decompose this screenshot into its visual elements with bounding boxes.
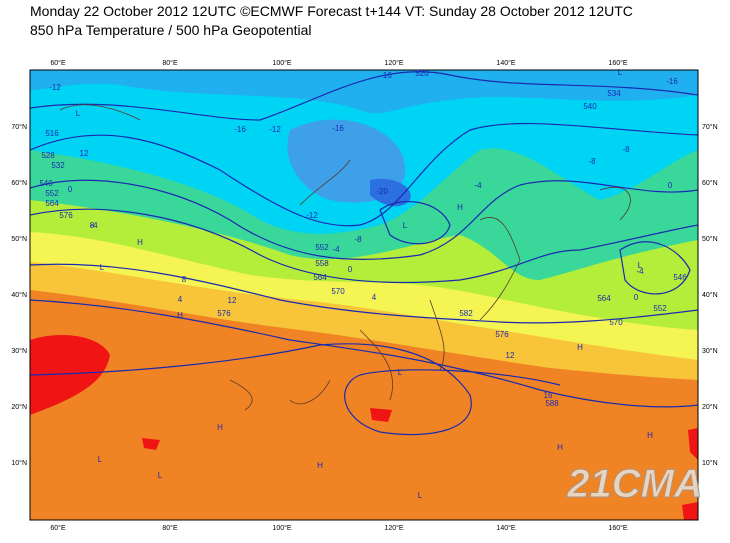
pressure-center: L xyxy=(403,221,408,230)
map-frame xyxy=(29,69,699,521)
contour-label: 0 xyxy=(68,185,73,194)
lat-label: 20°N xyxy=(11,403,27,411)
contour-label: 534 xyxy=(607,89,621,98)
contour-label: -4 xyxy=(636,267,644,276)
contour-label: 570 xyxy=(609,318,623,327)
lat-label: 60°N xyxy=(11,179,27,187)
lat-label: 50°N xyxy=(702,235,718,243)
lat-label: 10°N xyxy=(11,459,27,467)
contour-label: 558 xyxy=(315,259,329,268)
pressure-center: L xyxy=(398,368,403,377)
lat-label: 50°N xyxy=(11,235,27,243)
pressure-center: L xyxy=(418,491,423,500)
contour-label: -20 xyxy=(376,187,388,196)
pressure-center: H xyxy=(457,203,463,212)
contour-label: 4 xyxy=(178,295,183,304)
contour-label: 8 xyxy=(182,275,187,284)
contour-label: 576 xyxy=(495,330,509,339)
pressure-center: L xyxy=(638,261,643,270)
lon-label: 80°E xyxy=(162,59,178,67)
contour-label: -8 xyxy=(588,157,596,166)
contour-label: 0 xyxy=(634,293,639,302)
pressure-center: H xyxy=(317,461,323,470)
contour-label: -8 xyxy=(354,235,362,244)
contour-label: -16 xyxy=(666,77,678,86)
lat-label: 60°N xyxy=(702,179,718,187)
contour-label: 0 xyxy=(348,265,353,274)
pressure-center: H xyxy=(137,238,143,247)
lon-label: 140°E xyxy=(496,59,515,67)
contour-label: 532 xyxy=(51,161,65,170)
contour-label: 540 xyxy=(583,102,597,111)
lon-label: 60°E xyxy=(50,59,66,67)
contour-label: 528 xyxy=(41,151,55,160)
lat-label: 30°N xyxy=(11,347,27,355)
lat-label: 40°N xyxy=(11,291,27,299)
contour-label: 546 xyxy=(673,273,687,282)
contour-label: -4 xyxy=(474,181,482,190)
pressure-center: H xyxy=(217,423,223,432)
contour-label: 12 xyxy=(80,149,89,158)
contour-label: 564 xyxy=(597,294,611,303)
lat-label: 70°N xyxy=(11,123,27,131)
contour-label: 552 xyxy=(45,189,59,198)
contour-label: -16 xyxy=(380,71,392,80)
pressure-center: H xyxy=(647,431,653,440)
watermark: 21CMA xyxy=(566,462,703,506)
pressure-center: H xyxy=(557,443,563,452)
pressure-center: L xyxy=(100,263,105,272)
lat-label: 40°N xyxy=(702,291,718,299)
lon-label: 80°E xyxy=(162,524,178,532)
lon-label: 100°E xyxy=(272,59,291,67)
contour-label: 4 xyxy=(372,293,377,302)
subtitle: 850 hPa Temperature / 500 hPa Geopotenti… xyxy=(30,22,312,38)
lat-label: 30°N xyxy=(702,347,718,355)
lon-label: 140°E xyxy=(496,524,515,532)
contour-label: 12 xyxy=(228,296,237,305)
contour-label: -12 xyxy=(49,83,61,92)
contour-label: 12 xyxy=(506,351,515,360)
contour-label: 564 xyxy=(313,273,327,282)
pressure-center: L xyxy=(618,68,623,77)
pressure-center: L xyxy=(98,455,103,464)
contour-label: 576 xyxy=(59,211,73,220)
lat-label: 70°N xyxy=(702,123,718,131)
contour-label: 582 xyxy=(459,309,473,318)
contour-label: -12 xyxy=(306,211,318,220)
pressure-center: L xyxy=(158,471,163,480)
contour-label: -12 xyxy=(269,125,281,134)
contour-label: 520 xyxy=(415,69,429,78)
pressure-center: L xyxy=(76,109,81,118)
lon-label: 120°E xyxy=(384,59,403,67)
contour-label: 16 xyxy=(544,391,553,400)
lat-label: 20°N xyxy=(702,403,718,411)
contour-label: -8 xyxy=(622,145,630,154)
contour-label: 8 xyxy=(90,221,95,230)
contour-label: -4 xyxy=(90,221,98,230)
contour-label: 588 xyxy=(545,399,559,408)
contour-label: 576 xyxy=(217,309,231,318)
contour-label: -16 xyxy=(234,125,246,134)
lon-label: 60°E xyxy=(50,524,66,532)
contour-label: 552 xyxy=(315,243,329,252)
lat-label: 10°N xyxy=(702,459,718,467)
contour-label: 540 xyxy=(39,179,53,188)
contour-label: 570 xyxy=(331,287,345,296)
pressure-center: H xyxy=(177,311,183,320)
contour-label: 516 xyxy=(45,129,59,138)
lon-label: 160°E xyxy=(608,59,627,67)
map-field xyxy=(30,70,698,520)
contour-label: 0 xyxy=(668,181,673,190)
contour-label: -16 xyxy=(332,124,344,133)
lon-label: 160°E xyxy=(608,524,627,532)
title: Monday 22 October 2012 12UTC ©ECMWF Fore… xyxy=(30,3,633,19)
lon-label: 100°E xyxy=(272,524,291,532)
contour-label: 564 xyxy=(45,199,59,208)
pressure-center: H xyxy=(577,343,583,352)
contour-label: 552 xyxy=(653,304,667,313)
lon-label: 120°E xyxy=(384,524,403,532)
contour-label: -4 xyxy=(332,245,340,254)
